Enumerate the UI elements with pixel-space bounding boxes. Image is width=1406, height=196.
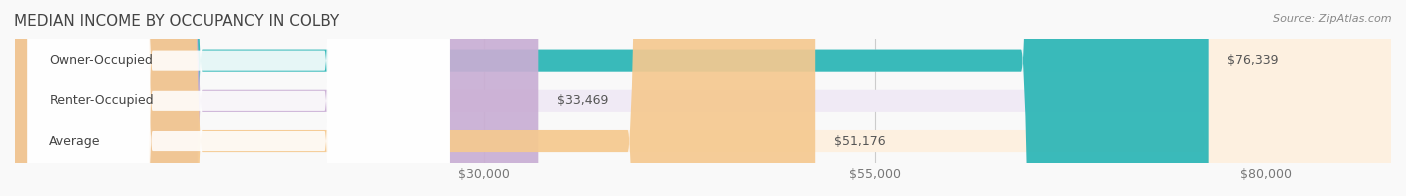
Text: Owner-Occupied: Owner-Occupied xyxy=(49,54,153,67)
FancyBboxPatch shape xyxy=(15,0,538,196)
Text: Source: ZipAtlas.com: Source: ZipAtlas.com xyxy=(1274,14,1392,24)
Text: $51,176: $51,176 xyxy=(834,134,886,148)
FancyBboxPatch shape xyxy=(15,0,1391,196)
FancyBboxPatch shape xyxy=(28,0,450,196)
FancyBboxPatch shape xyxy=(15,0,1391,196)
Text: MEDIAN INCOME BY OCCUPANCY IN COLBY: MEDIAN INCOME BY OCCUPANCY IN COLBY xyxy=(14,14,339,29)
FancyBboxPatch shape xyxy=(15,0,1209,196)
Text: $76,339: $76,339 xyxy=(1227,54,1279,67)
FancyBboxPatch shape xyxy=(28,0,450,196)
FancyBboxPatch shape xyxy=(15,0,1391,196)
Text: Average: Average xyxy=(49,134,101,148)
Text: $33,469: $33,469 xyxy=(557,94,609,107)
FancyBboxPatch shape xyxy=(15,0,815,196)
Text: Renter-Occupied: Renter-Occupied xyxy=(49,94,155,107)
FancyBboxPatch shape xyxy=(28,0,450,196)
